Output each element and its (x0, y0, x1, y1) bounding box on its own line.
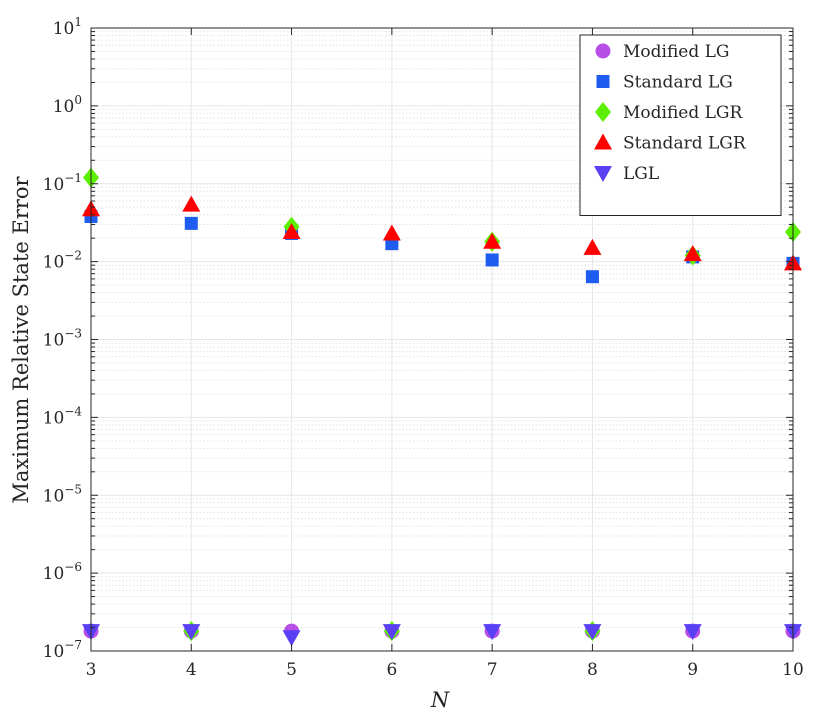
y-tick-label: 10−4 (43, 404, 83, 428)
legend-label-modified-lgr: Modified LGR (623, 103, 744, 123)
y-axis-ticks: 101 100 10−1 10−2 10−3 10−4 10−5 10−6 10−7 (43, 15, 793, 662)
legend-box (579, 34, 782, 216)
x-tick-label: 9 (687, 660, 698, 680)
y-tick-label: 10−7 (43, 638, 82, 662)
legend-label-modified-lg: Modified LG (623, 42, 730, 62)
y-tick-label: 100 (53, 93, 82, 117)
x-tick-label: 7 (487, 660, 498, 680)
legend-label-standard-lgr: Standard LGR (623, 134, 747, 154)
standard-lg-point (184, 216, 198, 230)
standard-lgr-point (282, 223, 301, 240)
x-tick-label: 10 (782, 660, 804, 680)
x-tick-label: 5 (286, 660, 297, 680)
lgl-point (583, 624, 602, 641)
legend-marker-modified-lg (595, 43, 611, 59)
data-markers (82, 167, 802, 647)
y-tick-label: 10−6 (43, 560, 82, 584)
y-axis-label: Maximum Relative State Error (9, 175, 33, 503)
standard-lg-point (585, 270, 599, 284)
legend-marker-standard-lgr (594, 133, 612, 150)
x-tick-label: 4 (186, 660, 197, 680)
x-tick-label: 6 (386, 660, 397, 680)
y-tick-label: 10−3 (43, 327, 82, 351)
y-tick-label: 10−5 (43, 482, 82, 506)
x-axis-label: N (430, 688, 450, 712)
y-tick-label: 101 (53, 15, 82, 39)
y-tick-label: 10−1 (43, 171, 82, 195)
standard-lgr-point (382, 224, 401, 241)
x-axis-ticks: 3 4 5 6 7 8 9 10 (86, 28, 804, 680)
legend-marker-standard-lg (596, 75, 610, 88)
lgl-point (182, 624, 201, 641)
legend: Modified LG Standard LG Modified LGR Standa… (579, 34, 782, 216)
lgl-point (683, 624, 702, 641)
standard-lg-point (485, 253, 499, 267)
standard-lgr-point (683, 245, 702, 262)
standard-lgr-point (483, 232, 502, 249)
legend-marker-modified-lgr (595, 102, 611, 122)
legend-label-standard-lg: Standard LG (623, 73, 733, 93)
legend-marker-lgl (594, 166, 612, 182)
x-tick-label: 8 (587, 660, 598, 680)
lgl-point (382, 624, 401, 641)
lgl-point (483, 624, 502, 641)
legend-label-lgl: LGL (623, 164, 659, 184)
y-tick-label: 10−2 (43, 249, 82, 273)
minor-grid (91, 31, 793, 629)
standard-lgr-point (583, 238, 602, 255)
x-tick-label: 3 (86, 660, 97, 680)
lgl-point (282, 630, 301, 647)
standard-lgr-point (182, 195, 201, 212)
